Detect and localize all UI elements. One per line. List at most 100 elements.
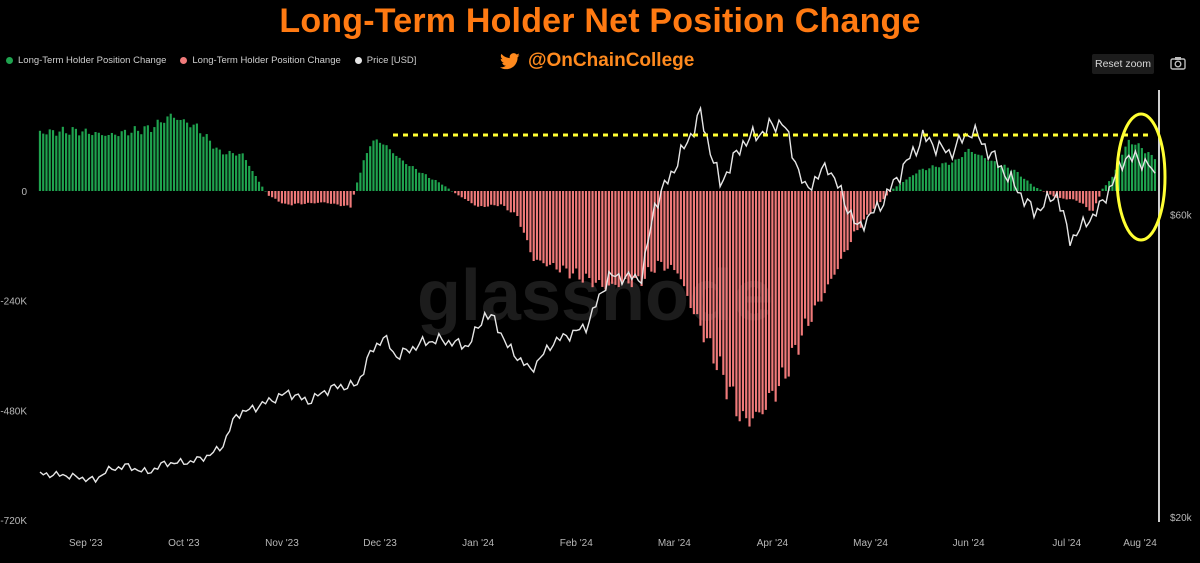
bar-negative xyxy=(313,191,316,204)
bar-positive xyxy=(212,148,215,191)
bar-negative xyxy=(830,191,833,279)
bar-positive xyxy=(1036,188,1039,191)
bar-negative xyxy=(679,191,682,280)
bar-positive xyxy=(117,136,120,191)
bar-negative xyxy=(287,191,290,205)
bar-positive xyxy=(192,124,195,191)
bar-negative xyxy=(643,191,646,279)
bar-negative xyxy=(781,191,784,368)
bar-positive xyxy=(48,129,51,191)
bar-positive xyxy=(172,117,176,191)
bar-negative xyxy=(591,191,594,288)
bar-negative xyxy=(633,191,637,278)
legend-item-price[interactable]: Price [USD] xyxy=(354,55,416,66)
bar-negative xyxy=(1052,191,1055,197)
bar-positive xyxy=(987,161,990,191)
bar-negative xyxy=(571,191,575,274)
bar-positive xyxy=(123,129,127,191)
bar-negative xyxy=(676,191,679,274)
bar-negative xyxy=(1095,191,1098,204)
camera-icon[interactable] xyxy=(1170,56,1186,70)
legend-item-negative[interactable]: Long-Term Holder Position Change xyxy=(180,55,341,66)
bar-positive xyxy=(1150,154,1153,191)
bar-negative xyxy=(879,191,882,203)
bar-negative xyxy=(601,191,604,287)
x-tick-label: Jan '24 xyxy=(462,538,494,549)
bar-negative xyxy=(499,191,503,205)
bar-negative xyxy=(866,191,869,215)
bar-positive xyxy=(1032,186,1036,191)
bar-positive xyxy=(91,135,94,191)
bar-positive xyxy=(928,168,931,191)
bar-positive xyxy=(450,191,454,192)
bar-positive xyxy=(78,135,81,191)
x-tick-label: Mar '24 xyxy=(658,538,691,549)
bar-positive xyxy=(427,177,431,191)
bar-negative xyxy=(568,191,571,279)
bar-positive xyxy=(905,179,908,191)
bar-negative xyxy=(349,191,352,208)
bar-negative xyxy=(300,191,303,205)
bar-negative xyxy=(823,191,826,294)
bar-positive xyxy=(182,119,185,191)
bar-negative xyxy=(588,191,591,279)
bar-negative xyxy=(859,191,862,228)
bar-negative xyxy=(872,191,875,209)
bar-negative xyxy=(624,191,627,280)
bar-negative xyxy=(826,191,830,285)
bar-positive xyxy=(1127,139,1130,191)
bar-positive xyxy=(159,122,163,191)
bar-negative xyxy=(696,191,699,315)
bar-negative xyxy=(810,191,813,322)
bar-negative xyxy=(817,191,820,302)
legend-item-positive[interactable]: Long-Term Holder Position Change xyxy=(6,55,166,66)
bar-positive xyxy=(130,132,133,191)
legend-label-positive: Long-Term Holder Position Change xyxy=(18,55,167,66)
x-tick-label: Oct '23 xyxy=(168,538,200,549)
reset-zoom-button[interactable]: Reset zoom xyxy=(1092,54,1154,74)
x-tick-label: Jun '24 xyxy=(953,538,985,549)
bar-negative xyxy=(581,191,584,283)
bar-positive xyxy=(1104,185,1107,191)
bar-positive xyxy=(1006,167,1009,191)
bar-negative xyxy=(306,191,310,203)
twitter-bird-icon xyxy=(500,52,520,69)
bar-negative xyxy=(787,191,790,377)
bar-negative xyxy=(843,191,846,252)
bar-positive xyxy=(382,144,385,191)
bar-positive xyxy=(1137,143,1140,191)
bar-positive xyxy=(902,182,905,191)
bar-negative xyxy=(862,191,866,220)
x-tick-label: Jul '24 xyxy=(1052,538,1081,549)
bar-negative xyxy=(748,191,751,427)
bar-positive xyxy=(911,175,915,191)
bar-negative xyxy=(718,191,722,357)
bar-negative xyxy=(640,191,643,286)
bar-negative xyxy=(683,191,686,287)
bar-positive xyxy=(104,135,107,191)
bar-negative xyxy=(470,191,473,204)
bar-positive xyxy=(45,134,48,191)
x-tick-label: Dec '23 xyxy=(363,538,397,549)
bar-positive xyxy=(378,142,382,191)
bar-negative xyxy=(323,191,326,203)
bar-positive xyxy=(68,134,71,191)
bar-negative xyxy=(666,191,669,269)
bar-positive xyxy=(437,182,440,191)
bar-negative xyxy=(764,191,767,410)
bar-positive xyxy=(202,136,205,191)
y-right-tick-label: $60k xyxy=(1170,211,1193,222)
bar-negative xyxy=(493,191,496,206)
bar-negative xyxy=(813,191,816,306)
bar-positive xyxy=(1029,183,1032,191)
bar-negative xyxy=(1085,191,1088,208)
bar-negative xyxy=(352,191,355,195)
bar-positive xyxy=(918,169,921,191)
bar-negative xyxy=(496,191,499,207)
bar-positive xyxy=(143,126,146,191)
bar-positive xyxy=(101,135,104,191)
bar-positive xyxy=(208,140,212,191)
bar-positive xyxy=(980,155,983,191)
bar-positive xyxy=(42,133,45,191)
